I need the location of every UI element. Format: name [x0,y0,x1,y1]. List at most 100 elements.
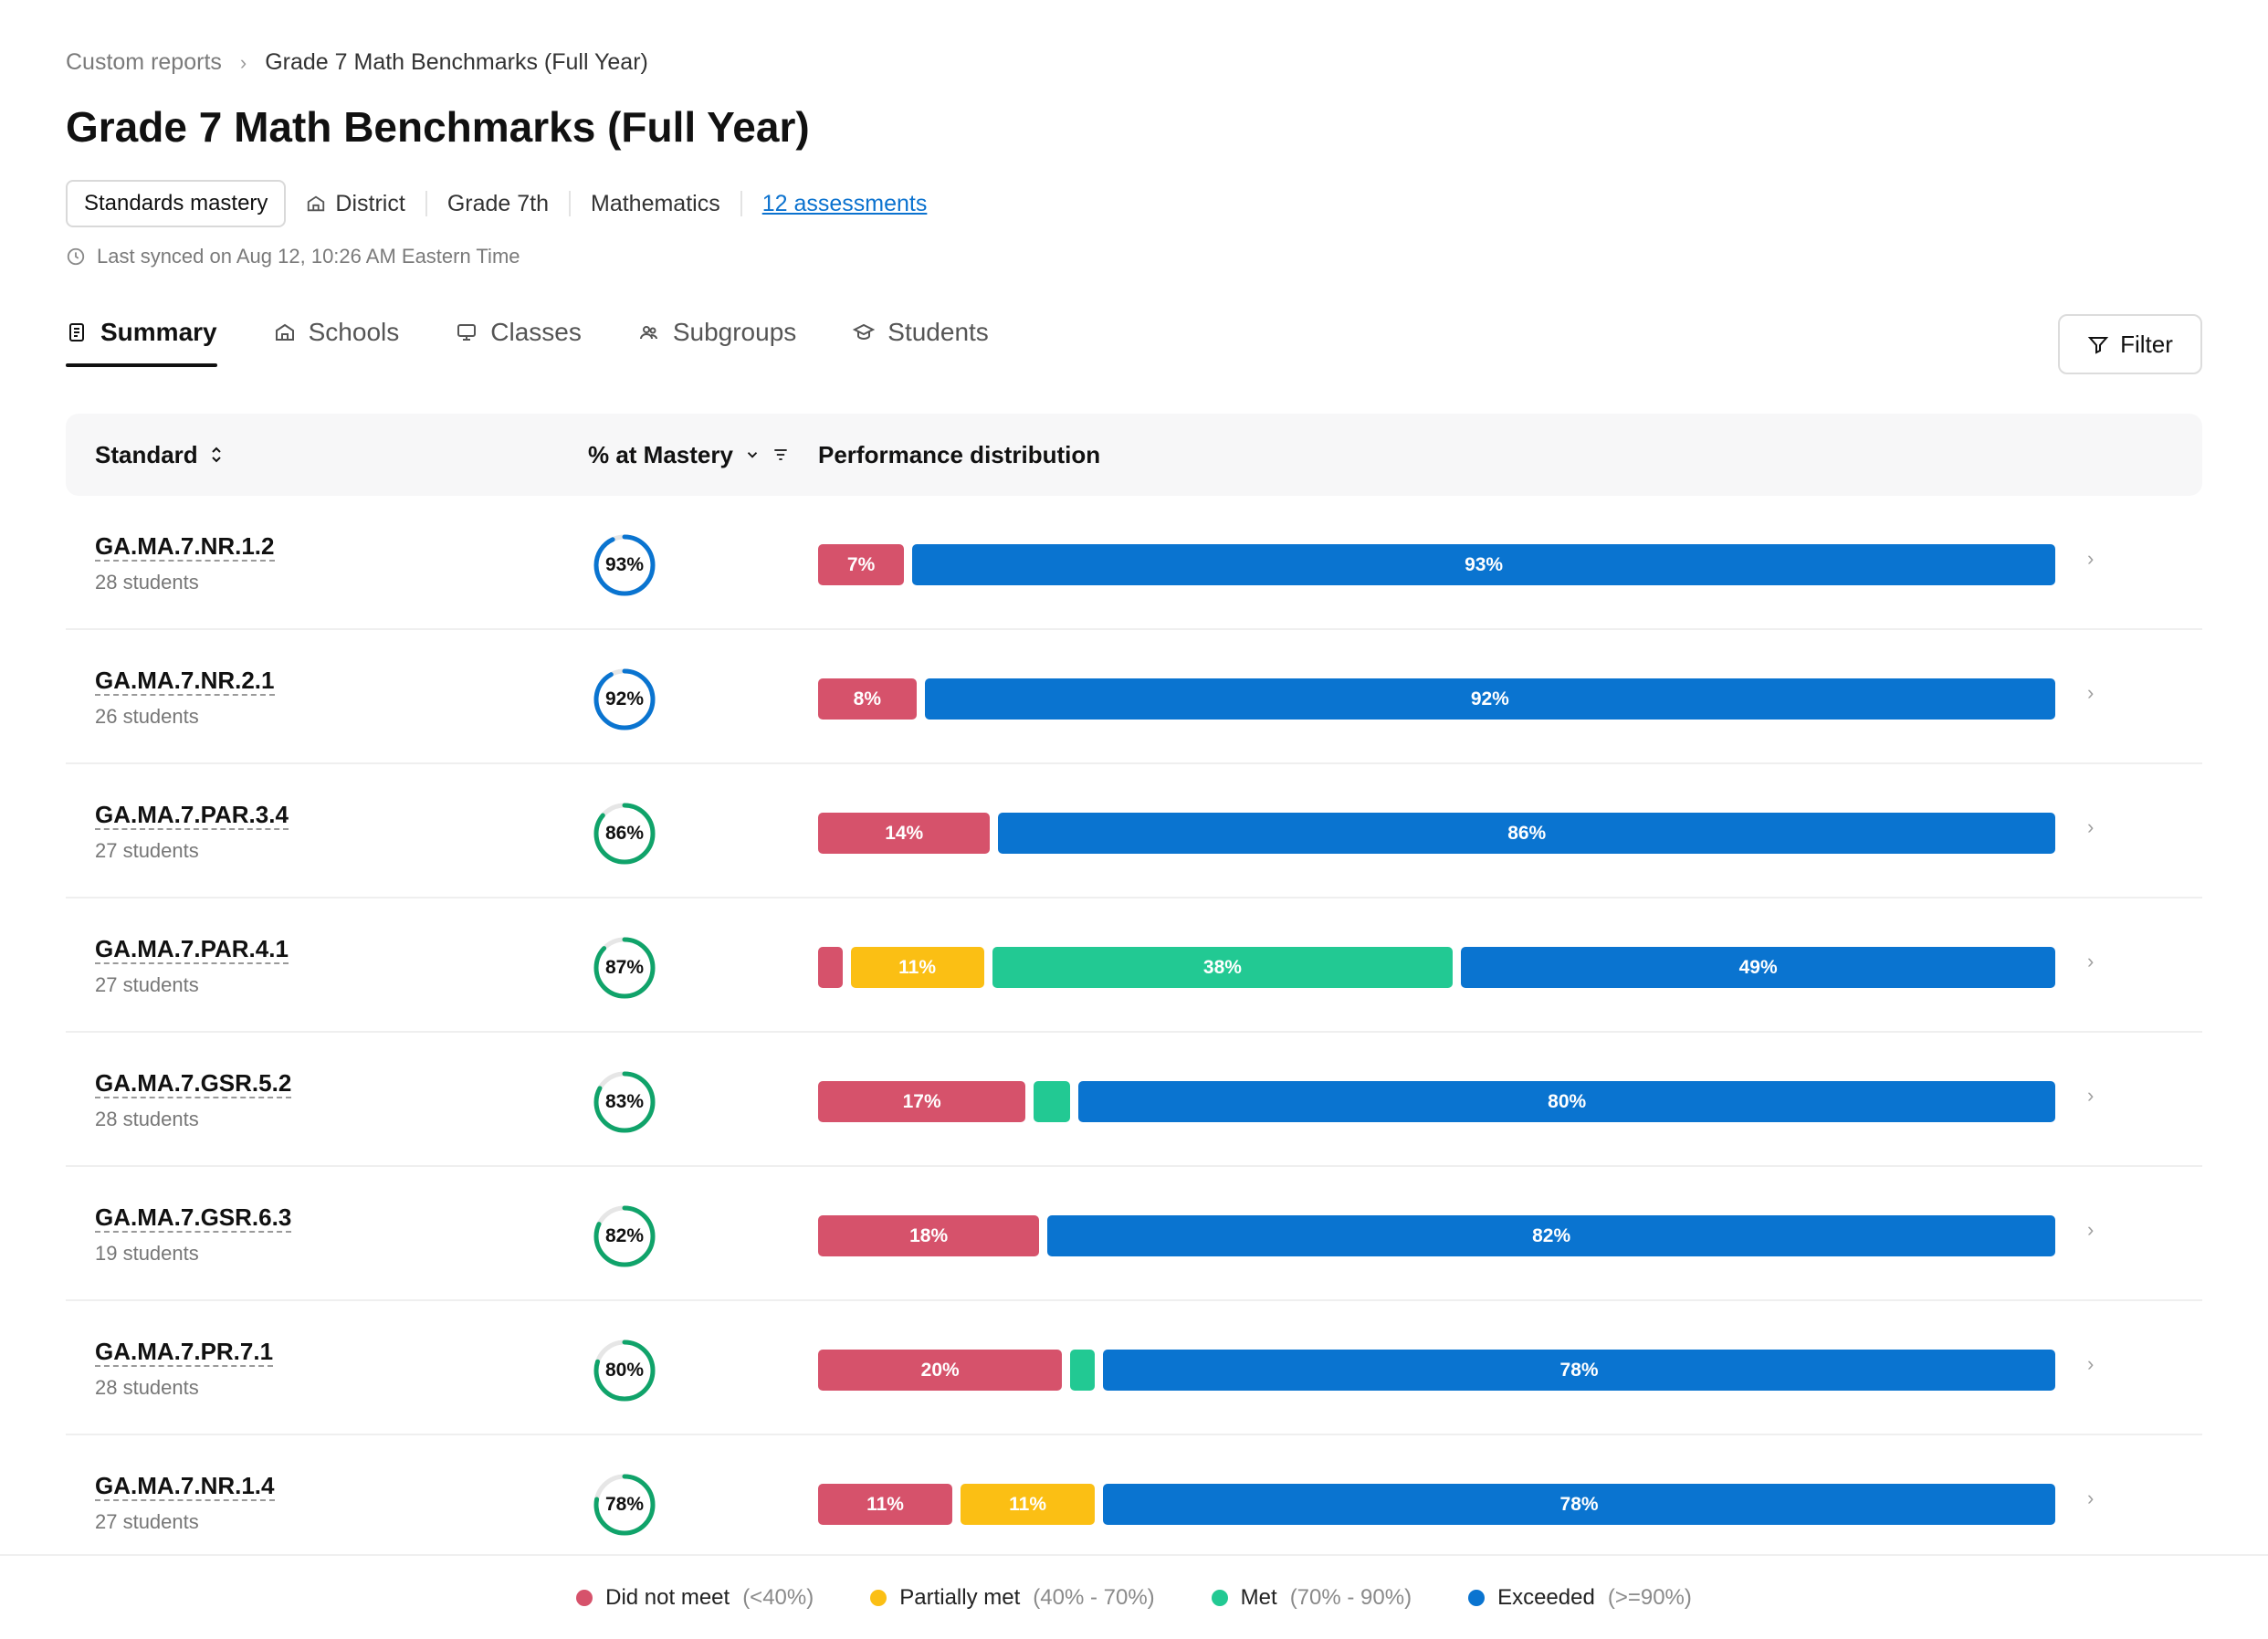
standard-code[interactable]: GA.MA.7.NR.1.2 [95,532,275,562]
segment-exceeded[interactable]: 92% [924,678,2055,720]
mastery-percent: 82% [604,1225,645,1246]
column-header-standard[interactable]: Standard [95,414,224,496]
mastery-ring-progress [593,1340,656,1402]
column-header-distribution: Performance distribution [818,414,1100,496]
standard-code[interactable]: GA.MA.7.PR.7.1 [95,1338,274,1367]
chevron-right-icon[interactable]: › [2087,1218,2095,1241]
mastery-ring-progress [593,803,656,865]
standard-code[interactable]: GA.MA.7.PAR.3.4 [95,801,289,830]
segment-did-not-meet[interactable]: 18% [818,1215,1040,1256]
mastery-ring-progress [593,534,656,596]
chevron-right-icon[interactable]: › [2087,815,2095,838]
segment-met[interactable]: 38% [992,947,1454,988]
table-row[interactable]: GA.MA.7.GSR.6.3 19 students 82% 18% 82% › [66,1167,2202,1301]
chevron-right-icon[interactable]: › [2087,1352,2095,1375]
legend-range: (70% - 90%) [1289,1584,1412,1610]
filter-lines-icon[interactable] [772,446,790,464]
table-row[interactable]: GA.MA.7.NR.1.2 28 students 93% 7% 93% › [66,496,2202,630]
segment-did-not-meet[interactable]: 17% [818,1081,1026,1122]
chevron-right-icon[interactable]: › [2087,1084,2095,1107]
segment-partially-met[interactable]: 11% [850,947,984,988]
segment-exceeded[interactable]: 86% [998,813,2055,854]
segment-exceeded[interactable]: 82% [1047,1215,2055,1256]
legend-label: Exceeded [1497,1584,1595,1610]
performance-legend: Did not meet (<40%) Partially met (40% - 70… [0,1554,2268,1639]
meta-subject: Mathematics [591,190,720,216]
filter-button[interactable]: Filter [2058,314,2202,374]
sync-status: Last synced on Aug 12, 10:26 AM Eastern … [66,245,520,268]
segment-did-not-meet[interactable]: 14% [818,813,991,854]
standard-code[interactable]: GA.MA.7.PAR.4.1 [95,935,289,964]
standard-code[interactable]: GA.MA.7.NR.2.1 [95,667,275,696]
segment-partially-met[interactable]: 11% [961,1484,1096,1525]
table-row[interactable]: GA.MA.7.GSR.5.2 28 students 83% 17% 80% › [66,1033,2202,1167]
mastery-ring-progress [593,1205,656,1267]
report-meta: Standards mastery District Grade 7th Mat… [66,180,947,227]
segment-exceeded[interactable]: 78% [1103,1350,2055,1391]
table-header: Standard % at Mastery Performance distri… [66,414,2202,496]
chevron-right-icon[interactable]: › [2087,1487,2095,1509]
column-header-mastery[interactable]: % at Mastery [588,414,790,496]
breadcrumb: Custom reports › Grade 7 Math Benchmarks… [66,49,648,76]
graduation-cap-icon [853,323,876,341]
assessments-link[interactable]: 12 assessments [761,190,928,216]
tab-classes-label: Classes [490,318,582,346]
meta-grade: Grade 7th [446,190,549,216]
standards-table-body: GA.MA.7.NR.1.2 28 students 93% 7% 93% › GA.MA.… [66,496,2202,1570]
chevron-right-icon[interactable]: › [2087,681,2095,704]
table-row[interactable]: GA.MA.7.PR.7.1 28 students 80% 20% 78% › [66,1301,2202,1435]
segment-did-not-meet[interactable]: 11% [818,1484,953,1525]
meta-district: District [286,191,425,217]
table-row[interactable]: GA.MA.7.PAR.4.1 27 students 87% 11% 38% 49% › [66,898,2202,1033]
chevron-right-icon[interactable]: › [2087,547,2095,570]
segment-met[interactable] [1070,1350,1096,1391]
mastery-ring-progress [593,668,656,730]
performance-distribution-bar: 17% 80% [818,1081,2055,1122]
column-header-mastery-label: % at Mastery [588,440,733,468]
segment-did-not-meet[interactable]: 7% [818,544,905,585]
report-type-badge: Standards mastery [66,180,287,227]
mastery-ring [593,668,656,730]
student-count: 28 students [95,1376,199,1399]
tab-students[interactable]: Students [853,318,989,367]
legend-range: (<40%) [742,1584,814,1610]
segment-exceeded[interactable]: 49% [1461,947,2055,988]
filter-button-label: Filter [2120,330,2173,358]
segment-exceeded[interactable]: 78% [1103,1484,2055,1525]
column-header-distribution-label: Performance distribution [818,440,1101,468]
table-row[interactable]: GA.MA.7.NR.2.1 26 students 92% 8% 92% › [66,630,2202,764]
tab-classes[interactable]: Classes [456,318,582,367]
table-row[interactable]: GA.MA.7.PAR.3.4 27 students 86% 14% 86% › [66,764,2202,898]
standard-code[interactable]: GA.MA.7.GSR.5.2 [95,1069,292,1098]
standard-code[interactable]: GA.MA.7.NR.1.4 [95,1472,275,1501]
tab-summary[interactable]: Summary [66,318,217,367]
table-row[interactable]: GA.MA.7.NR.1.4 27 students 78% 11% 11% 78% › [66,1435,2202,1570]
mastery-ring [593,937,656,999]
legend-dot-icon [1211,1589,1228,1606]
tab-subgroups-label: Subgroups [672,318,797,346]
legend-label: Met [1240,1584,1277,1610]
mastery-ring [593,534,656,596]
breadcrumb-custom-reports[interactable]: Custom reports [66,49,222,75]
segment-did-not-meet[interactable]: 20% [818,1350,1063,1391]
segment-exceeded[interactable]: 93% [912,544,2055,585]
segment-met[interactable] [1034,1081,1071,1122]
mastery-percent: 92% [604,688,645,709]
meta-divider [425,191,427,216]
chevron-right-icon[interactable]: › [2087,950,2095,972]
segment-did-not-meet[interactable] [818,947,843,988]
mastery-ring [593,1474,656,1536]
monitor-icon [457,324,477,341]
tab-schools[interactable]: Schools [274,318,399,367]
report-tabs: Summary Schools Classes Subgroups Studen… [66,318,989,367]
segment-exceeded[interactable]: 80% [1078,1081,2055,1122]
clock-icon [67,247,85,266]
mastery-ring-progress [593,1071,656,1133]
tab-subgroups[interactable]: Subgroups [638,318,796,367]
mastery-percent: 78% [604,1494,645,1515]
student-count: 28 students [95,1108,199,1130]
legend-range: (>=90%) [1607,1584,1692,1610]
standard-code[interactable]: GA.MA.7.GSR.6.3 [95,1203,292,1233]
performance-distribution-bar: 11% 38% 49% [818,947,2055,988]
segment-did-not-meet[interactable]: 8% [818,678,917,720]
